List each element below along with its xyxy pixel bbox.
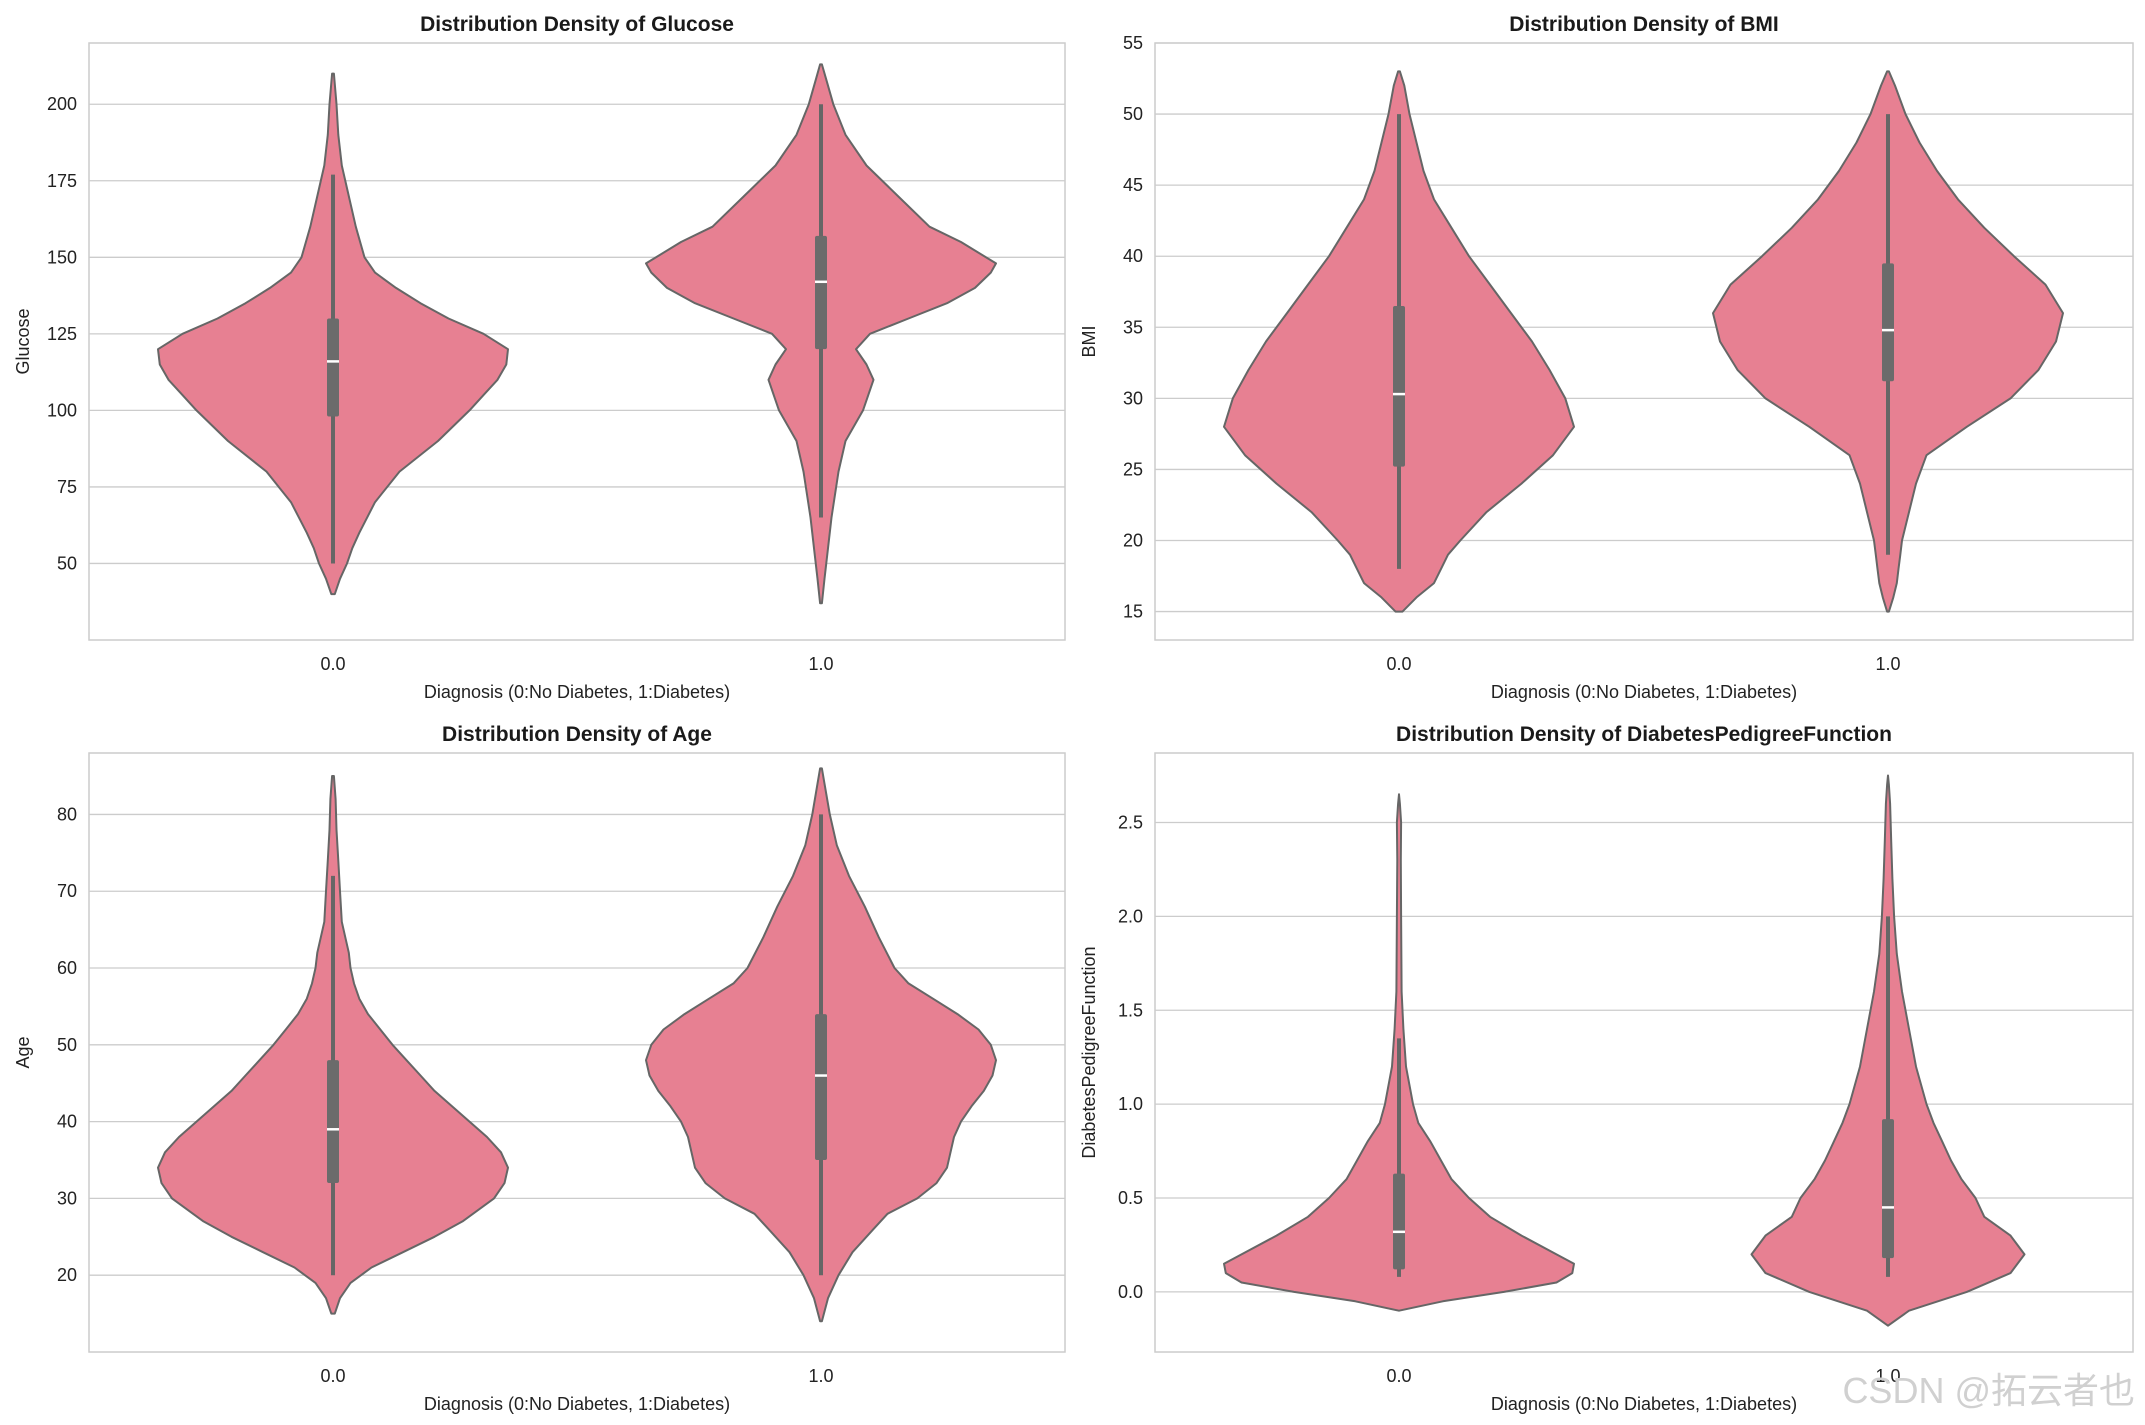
iqr-box-2-0.0 [327,1060,339,1184]
iqr-box-3-1.0 [1882,1119,1894,1259]
y-tick-label-0-3: 125 [47,324,77,344]
y-tick-label-0-1: 75 [57,477,77,497]
y-tick-label-3-0: 0.0 [1118,1282,1143,1302]
y-tick-label-2-4: 60 [57,958,77,978]
x-axis-label-2: Diagnosis (0:No Diabetes, 1:Diabetes) [424,1394,730,1414]
y-tick-label-3-2: 1.0 [1118,1094,1143,1114]
y-tick-label-1-3: 30 [1123,388,1143,408]
axes-frame-1 [1154,42,2134,641]
y-tick-label-1-0: 15 [1123,602,1143,622]
y-tick-label-2-3: 50 [57,1035,77,1055]
x-tick-label-1-1: 1.0 [1875,654,1900,674]
chart-title-2: Distribution Density of Age [442,723,712,746]
y-tick-label-0-5: 175 [47,171,77,191]
y-tick-label-2-5: 70 [57,881,77,901]
x-tick-label-1-0: 0.0 [1386,654,1411,674]
y-axis-label-1: BMI [1079,325,1099,357]
x-tick-label-0-1: 1.0 [808,654,833,674]
y-tick-label-1-7: 50 [1123,104,1143,124]
watermark: CSDN @拓云者也 [1842,1370,2135,1411]
y-tick-label-3-3: 1.5 [1118,1000,1143,1020]
y-tick-label-2-6: 80 [57,804,77,824]
y-tick-label-1-5: 40 [1123,246,1143,266]
axes-frame-2 [88,752,1066,1353]
x-tick-label-3-0: 0.0 [1386,1366,1411,1386]
y-tick-label-1-1: 20 [1123,531,1143,551]
y-tick-label-1-8: 55 [1123,33,1143,53]
y-tick-label-3-5: 2.5 [1118,812,1143,832]
chart-title-1: Distribution Density of BMI [1509,13,1779,36]
iqr-box-3-0.0 [1393,1173,1405,1270]
x-tick-label-0-0: 0.0 [320,654,345,674]
axes-frame-0 [88,42,1066,641]
y-tick-label-2-1: 30 [57,1188,77,1208]
x-axis-label-3: Diagnosis (0:No Diabetes, 1:Diabetes) [1491,1394,1797,1414]
y-tick-label-0-0: 50 [57,553,77,573]
y-tick-label-0-4: 150 [47,247,77,267]
y-axis-label-0: Glucose [13,308,33,374]
iqr-box-2-1.0 [815,1014,827,1161]
y-tick-label-1-6: 45 [1123,175,1143,195]
axes-frame-3 [1154,752,2134,1353]
y-axis-label-3: DiabetesPedigreeFunction [1079,946,1099,1158]
y-tick-label-3-1: 0.5 [1118,1188,1143,1208]
x-tick-label-2-0: 0.0 [320,1366,345,1386]
y-tick-label-2-0: 20 [57,1265,77,1285]
x-tick-label-3-1: 1.0 [1875,1366,1900,1386]
y-axis-label-2: Age [13,1036,33,1068]
chart-title-3: Distribution Density of DiabetesPedigree… [1396,723,1892,746]
y-tick-label-2-2: 40 [57,1112,77,1132]
iqr-box-1-0.0 [1393,305,1405,467]
x-tick-label-2-1: 1.0 [808,1366,833,1386]
chart-title-0: Distribution Density of Glucose [420,13,734,36]
y-tick-label-1-2: 25 [1123,459,1143,479]
iqr-box-0-0.0 [327,318,339,417]
y-tick-label-3-4: 2.0 [1118,906,1143,926]
y-tick-label-0-6: 200 [47,94,77,114]
x-axis-label-0: Diagnosis (0:No Diabetes, 1:Diabetes) [424,682,730,702]
y-tick-label-0-2: 100 [47,400,77,420]
iqr-box-1-1.0 [1882,263,1894,382]
y-tick-label-1-4: 35 [1123,317,1143,337]
iqr-box-0-1.0 [815,235,827,350]
x-axis-label-1: Diagnosis (0:No Diabetes, 1:Diabetes) [1491,682,1797,702]
